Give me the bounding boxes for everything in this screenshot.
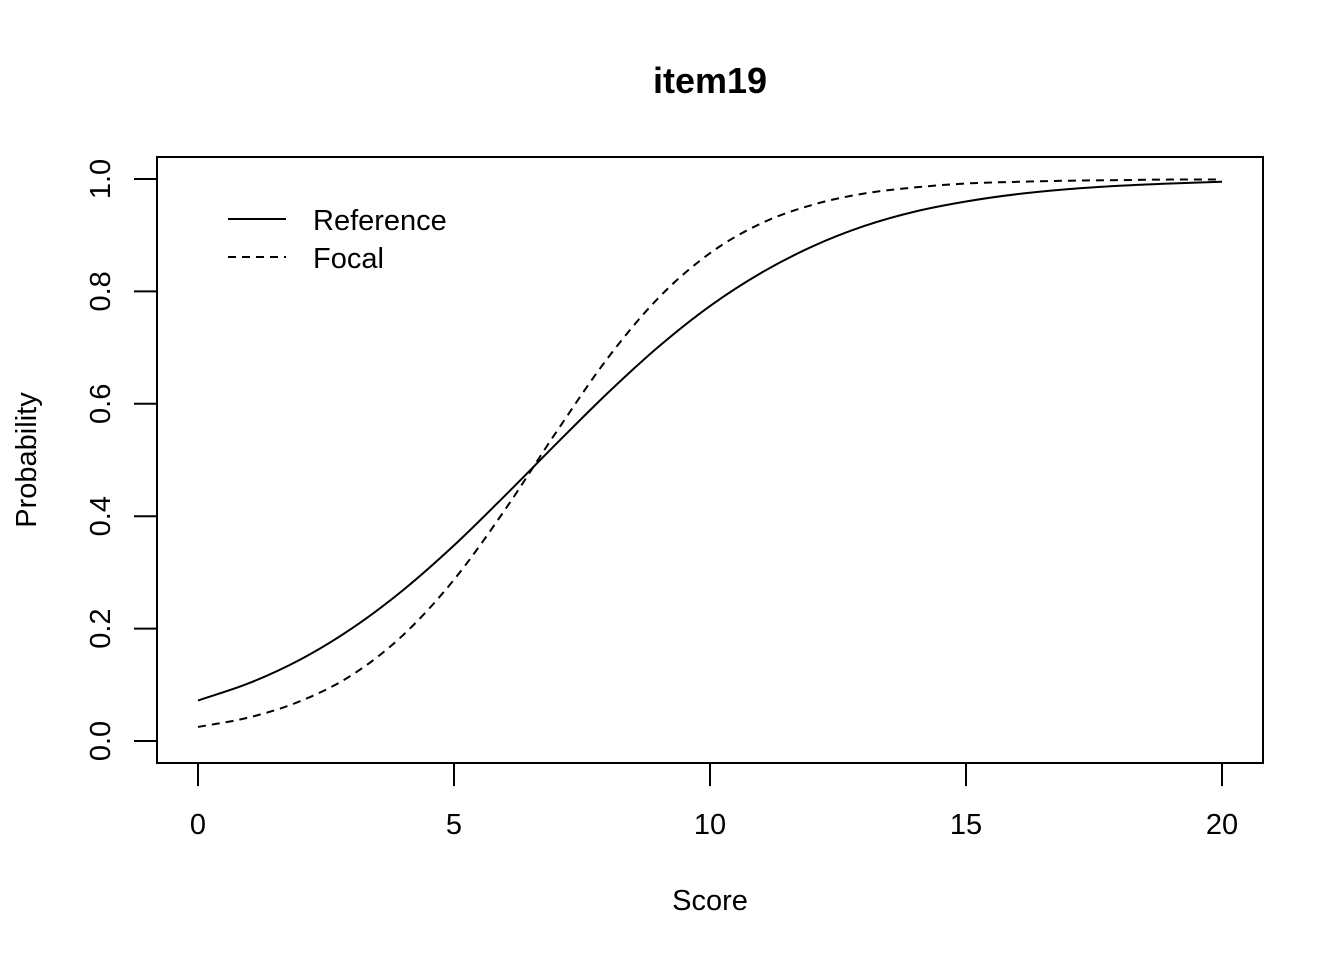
- legend-label-focal: Focal: [313, 243, 384, 275]
- x-axis: 0 5 10 15 20: [190, 762, 1238, 841]
- x-tick-label: 10: [694, 809, 726, 841]
- y-axis: 0.0 0.2 0.4 0.6 0.8 1.0: [85, 159, 158, 761]
- x-tick-label: 5: [446, 809, 462, 841]
- x-tick-label: 20: [1206, 809, 1238, 841]
- y-tick-label: 0.4: [85, 496, 117, 536]
- y-axis-label: Probability: [11, 392, 43, 528]
- x-tick-label: 0: [190, 809, 206, 841]
- y-tick-label: 0.2: [85, 608, 117, 648]
- chart-title: item19: [653, 60, 767, 101]
- series-line-reference: [197, 180, 1223, 702]
- legend: Reference Focal: [228, 205, 447, 275]
- y-tick-label: 0.0: [85, 721, 117, 761]
- legend-label-reference: Reference: [313, 205, 447, 237]
- y-tick-label: 1.0: [85, 159, 117, 199]
- series-layer: [197, 178, 1223, 728]
- series-line-focal: [197, 178, 1222, 728]
- x-axis-label: Score: [672, 885, 748, 917]
- y-tick-label: 0.6: [85, 384, 117, 424]
- y-tick-label: 0.8: [85, 271, 117, 311]
- x-tick-label: 15: [950, 809, 982, 841]
